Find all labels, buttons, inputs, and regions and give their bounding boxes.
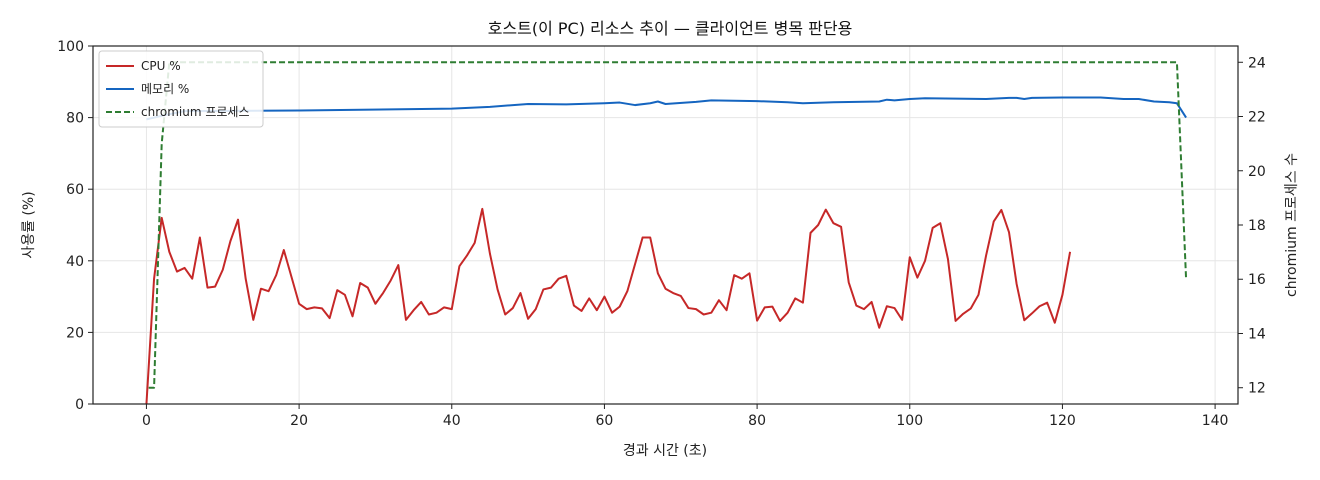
y-tick-label: 0 [75, 397, 84, 413]
legend: CPU % 메모리 % chromium 프로세스 [98, 50, 264, 128]
x-tick-label: 140 [1202, 413, 1229, 429]
x-tick-label: 80 [748, 413, 766, 429]
y2-tick-label: 16 [1248, 272, 1266, 288]
x-tick-label: 60 [596, 413, 614, 429]
legend-box [98, 50, 264, 128]
y2-tick-label: 12 [1248, 381, 1266, 397]
y2-axis-title: chromium 프로세스 수 [1284, 153, 1300, 297]
chart-title: 호스트(이 PC) 리소스 추이 — 클라이언트 병목 판단용 [488, 19, 853, 38]
x-tick-label: 0 [142, 413, 151, 429]
y-axis-ticks: 0 20 40 60 80 100 [57, 39, 93, 413]
series-line-2 [146, 96, 1187, 121]
plot-series [145, 61, 1188, 405]
legend-label-1: CPU % [141, 59, 181, 73]
y-tick-label: 80 [66, 111, 84, 127]
y2-tick-label: 18 [1248, 218, 1266, 234]
x-axis-ticks: 0 20 40 60 80 100 120 140 [142, 404, 1228, 429]
x-tick-label: 120 [1049, 413, 1076, 429]
y2-axis-ticks: 12 14 16 18 20 22 24 [1238, 55, 1266, 397]
x-tick-label: 100 [896, 413, 923, 429]
y-axis-title: 사용률 (%) [21, 191, 37, 258]
x-tick-label: 20 [290, 413, 308, 429]
x-tick-label: 40 [443, 413, 461, 429]
x-axis-title: 경과 시간 (초) [623, 443, 707, 459]
y2-tick-label: 22 [1248, 110, 1266, 126]
legend-label-3: chromium 프로세스 [141, 105, 250, 119]
y-tick-label: 100 [57, 39, 84, 55]
series-line-1 [145, 207, 1072, 405]
grid [93, 45, 1238, 405]
legend-label-2: 메모리 % [141, 82, 189, 96]
y2-tick-label: 20 [1248, 164, 1266, 180]
plot-area-frame [92, 45, 1239, 405]
y2-tick-label: 14 [1248, 326, 1266, 342]
y-tick-label: 40 [66, 254, 84, 270]
y2-tick-label: 24 [1248, 55, 1266, 71]
y-tick-label: 20 [66, 325, 84, 341]
y-tick-label: 60 [66, 182, 84, 198]
